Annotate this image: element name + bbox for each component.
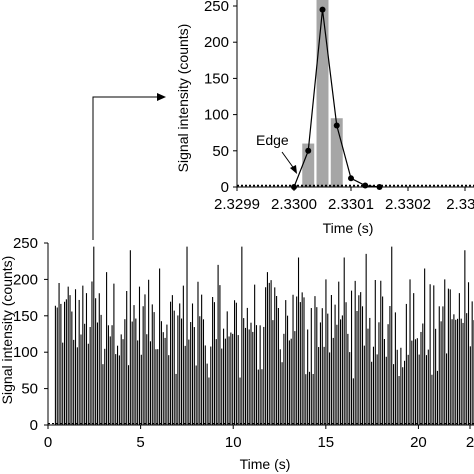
inset-point xyxy=(333,122,340,129)
zoom-connector xyxy=(92,93,166,240)
main-y-tick-label: 200 xyxy=(13,271,38,288)
inset-point xyxy=(348,175,354,182)
connector-arrowhead xyxy=(157,93,166,101)
main-y-tick-label: 250 xyxy=(13,235,38,252)
main-spike-group xyxy=(54,246,474,425)
inset-x-axis-label: Time (s) xyxy=(323,220,374,236)
inset-chart: 0 50 100 150 200 250 2.3299 2.3300 2.3301 2.3302 2… xyxy=(175,0,474,236)
inset-y-tick-label: 50 xyxy=(212,143,229,160)
main-x-tick-label: 20 xyxy=(410,434,427,451)
main-x-tick-label: 0 xyxy=(44,434,52,451)
inset-point xyxy=(305,147,312,154)
inset-x-tick-label: 2.3299 xyxy=(214,196,260,213)
main-x-tick-label: 2 xyxy=(466,434,474,451)
inset-y-tick-label: 150 xyxy=(204,70,229,87)
main-ticks: 0 50 100 150 200 250 0 5 10 15 20 2 xyxy=(13,235,474,451)
main-y-tick-label: 50 xyxy=(21,381,38,398)
inset-y-tick-label: 0 xyxy=(221,179,229,196)
inset-x-tick-label: 2.330 xyxy=(446,196,474,213)
inset-axes xyxy=(236,0,474,188)
main-x-tick-label: 10 xyxy=(225,434,242,451)
inset-y-tick-label: 250 xyxy=(204,0,229,15)
main-y-tick-label: 100 xyxy=(13,344,38,361)
main-chart: 0 50 100 150 200 250 0 5 10 15 20 2 Time (s) Signal… xyxy=(0,235,474,472)
inset-y-tick-label: 200 xyxy=(204,34,229,51)
main-y-tick-label: 0 xyxy=(30,417,38,434)
inset-y-axis-label: Signal intensity (counts) xyxy=(175,24,191,173)
inset-bar-group xyxy=(302,0,343,187)
inset-y-tick-label: 100 xyxy=(204,107,229,124)
inset-x-tick-label: 2.3302 xyxy=(385,196,431,213)
main-axes xyxy=(47,243,474,426)
inset-ticks: 0 50 100 150 200 250 2.3299 2.3300 2.3301 2.3302 2… xyxy=(204,0,474,213)
inset-point xyxy=(319,6,326,13)
inset-bar xyxy=(316,0,329,187)
inset-bar xyxy=(330,118,343,187)
inset-bar xyxy=(302,143,315,187)
main-y-axis-label: Signal intensity (counts) xyxy=(0,256,15,405)
edge-annotation-label: Edge xyxy=(256,132,289,148)
inset-x-tick-label: 2.3300 xyxy=(271,196,317,213)
main-x-axis-label: Time (s) xyxy=(240,456,291,472)
inset-x-tick-label: 2.3301 xyxy=(328,196,374,213)
main-x-tick-label: 5 xyxy=(136,434,144,451)
main-y-tick-label: 150 xyxy=(13,308,38,325)
main-x-tick-label: 15 xyxy=(317,434,334,451)
edge-arrowhead xyxy=(290,165,297,174)
